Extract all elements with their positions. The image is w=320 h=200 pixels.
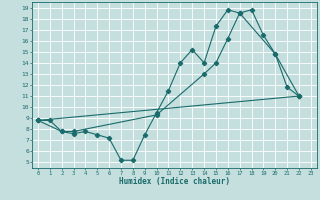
X-axis label: Humidex (Indice chaleur): Humidex (Indice chaleur) (119, 177, 230, 186)
